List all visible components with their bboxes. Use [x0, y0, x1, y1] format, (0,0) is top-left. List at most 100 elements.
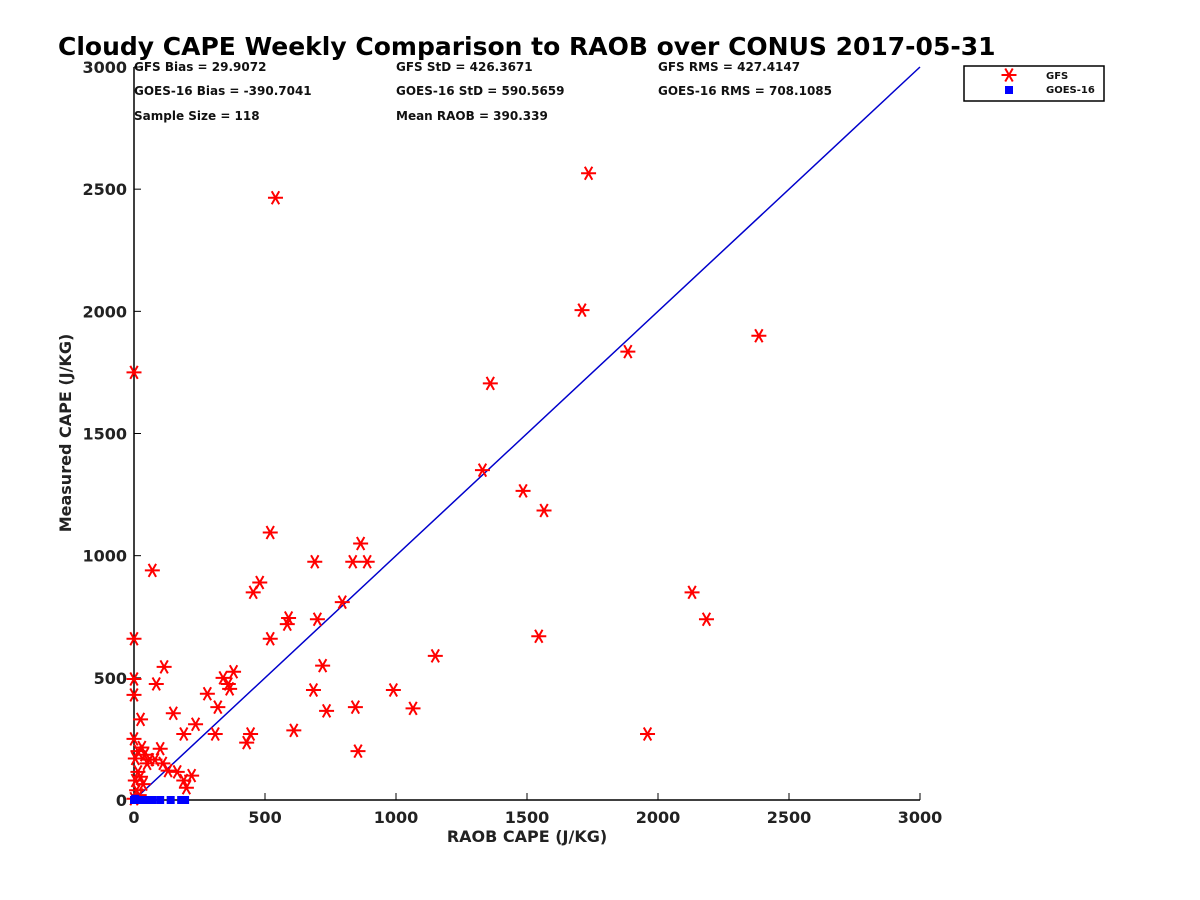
- x-tick-label: 0: [128, 808, 139, 827]
- legend-asterisk: [1001, 68, 1017, 82]
- stat-sample-size: Sample Size = 118: [134, 109, 260, 123]
- gfs-point: [176, 773, 192, 788]
- gfs-point: [474, 463, 490, 478]
- gfs-point: [698, 612, 714, 627]
- gfs-point: [751, 328, 767, 343]
- gfs-point: [245, 585, 261, 600]
- reference-line: [133, 66, 921, 801]
- y-tick-label: 3000: [82, 58, 127, 77]
- x-tick-label: 1500: [505, 808, 550, 827]
- gfs-point: [156, 659, 172, 674]
- gfs-point: [152, 741, 168, 756]
- goes16-point: [131, 794, 140, 803]
- gfs-point: [160, 763, 176, 778]
- gfs-point: [215, 670, 231, 685]
- gfs-point: [305, 683, 321, 698]
- gfs-point: [178, 780, 194, 795]
- gfs-point: [309, 612, 325, 627]
- x-axis-label: RAOB CAPE (J/KG): [447, 827, 607, 846]
- gfs-point: [127, 751, 143, 766]
- gfs-point: [252, 575, 268, 590]
- x-tick-label: 3000: [898, 808, 943, 827]
- legend-label-gfs: GFS: [1046, 71, 1068, 82]
- gfs-point: [427, 648, 443, 663]
- y-axis-label: Measured CAPE (J/KG): [56, 334, 75, 533]
- gfs-point: [188, 717, 204, 732]
- x-tick-label: 500: [248, 808, 281, 827]
- gfs-point: [126, 365, 142, 380]
- gfs-point: [210, 700, 226, 715]
- gfs-point: [531, 629, 547, 644]
- gfs-point: [126, 731, 142, 746]
- gfs-point: [347, 700, 363, 715]
- stat-goes-bias: GOES-16 Bias = -390.7041: [134, 84, 312, 98]
- stat-gfs-bias: GFS Bias = 29.9072: [134, 60, 266, 74]
- goes16-point: [166, 796, 175, 804]
- stat-goes-std: GOES-16 StD = 590.5659: [396, 84, 565, 98]
- legend-marker-goes16: [1005, 86, 1013, 94]
- x-tick-label: 2500: [767, 808, 812, 827]
- y-tick-label: 2500: [82, 180, 127, 199]
- gfs-point: [226, 664, 242, 679]
- gfs-point: [169, 764, 185, 779]
- gfs-point: [148, 676, 164, 691]
- gfs-point: [222, 681, 238, 696]
- legend-marker-gfs: [1001, 68, 1017, 82]
- axes: 0 500 1000 1500 2000 2500 3000 0 500 1000 1500 2000…: [82, 58, 942, 827]
- gfs-point: [267, 190, 283, 205]
- gfs-point: [239, 735, 255, 750]
- x-tick-label: 1000: [374, 808, 419, 827]
- gfs-point: [515, 483, 531, 498]
- y-tick-label: 2000: [82, 302, 127, 321]
- gfs-point: [126, 672, 142, 687]
- gfs-point: [574, 303, 590, 318]
- one-to-one-line: [133, 66, 921, 801]
- gfs-point: [279, 617, 295, 632]
- legend-label-goes16: GOES-16: [1046, 85, 1095, 96]
- gfs-point: [353, 536, 369, 551]
- gfs-point: [536, 503, 552, 518]
- gfs-point: [176, 727, 192, 742]
- gfs-point: [262, 525, 278, 540]
- goes16-point: [181, 796, 190, 804]
- series-goes16: [130, 794, 190, 804]
- y-tick-label: 1000: [82, 547, 127, 566]
- stat-goes-rms: GOES-16 RMS = 708.1085: [658, 84, 832, 98]
- legend-box: [963, 65, 1105, 102]
- gfs-point: [126, 687, 142, 702]
- stat-gfs-std: GFS StD = 426.3671: [396, 60, 533, 74]
- goes16-point: [148, 796, 157, 804]
- y-tick-label: 0: [116, 791, 127, 810]
- gfs-point: [307, 554, 323, 569]
- stat-mean-raob: Mean RAOB = 390.339: [396, 109, 548, 123]
- gfs-point: [319, 703, 335, 718]
- gfs-point: [315, 658, 331, 673]
- gfs-point: [199, 686, 215, 701]
- series-gfs: [126, 166, 767, 806]
- gfs-point: [684, 585, 700, 600]
- stats-block: GFS Bias = 29.9072 GFS StD = 426.3671 GF…: [134, 60, 832, 123]
- gfs-point: [133, 712, 149, 727]
- gfs-point: [165, 706, 181, 721]
- gfs-point: [581, 166, 597, 181]
- gfs-point: [482, 376, 498, 391]
- gfs-point: [286, 723, 302, 738]
- gfs-point: [385, 683, 401, 698]
- y-tick-label: 1500: [82, 425, 127, 444]
- gfs-point: [350, 744, 366, 759]
- gfs-point: [207, 727, 223, 742]
- data-marks: [126, 166, 767, 806]
- gfs-point: [345, 554, 361, 569]
- chart-title: Cloudy CAPE Weekly Comparison to RAOB ov…: [58, 32, 996, 61]
- gfs-point: [640, 727, 656, 742]
- gfs-point: [405, 701, 421, 716]
- gfs-point: [334, 595, 350, 610]
- gfs-point: [620, 344, 636, 359]
- gfs-point: [262, 631, 278, 646]
- y-tick-label: 500: [94, 669, 127, 688]
- legend: GFS GOES-16: [963, 65, 1105, 102]
- x-tick-label: 2000: [636, 808, 681, 827]
- gfs-point: [139, 756, 155, 771]
- gfs-point: [144, 563, 160, 578]
